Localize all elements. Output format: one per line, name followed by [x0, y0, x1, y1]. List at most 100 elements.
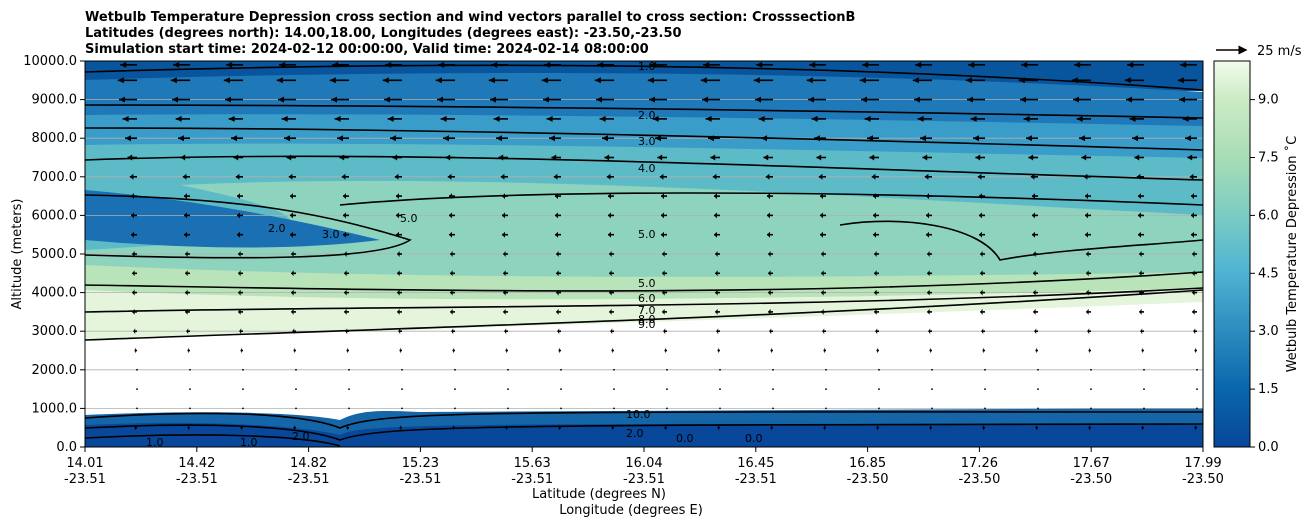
x-tick-label-lat: 15.23	[402, 456, 439, 471]
wind-vector-head	[178, 135, 184, 142]
wind-vector-head	[647, 77, 654, 84]
wind-vector	[1037, 407, 1039, 410]
y-tick-label: 4000.0	[32, 286, 78, 301]
wind-vector-head	[1187, 154, 1193, 161]
wind-vector-head	[187, 424, 189, 431]
wind-vector-head	[705, 115, 712, 122]
wind-vector-head	[396, 212, 399, 219]
wind-vector-head	[1033, 270, 1036, 277]
wind-vector	[136, 388, 138, 390]
wind-vector-head	[235, 173, 240, 180]
wind-vector-head	[1139, 251, 1142, 257]
wind-vector-head	[975, 154, 981, 161]
wind-vector-head	[396, 193, 399, 200]
contour-7	[85, 287, 1203, 313]
wind-vector-head	[1139, 289, 1142, 296]
wind-vector-head	[1032, 212, 1035, 219]
wind-vector-head	[1035, 424, 1037, 431]
wind-vector-head	[981, 328, 984, 335]
x-tick-label-lat: 16.45	[737, 456, 774, 471]
wind-vector-head	[231, 135, 237, 142]
wind-vector-head	[979, 231, 982, 238]
wind-vector-head	[132, 289, 135, 296]
contour-label: 8.0	[638, 313, 656, 326]
wind-vector-head	[1086, 308, 1089, 315]
wind-vector-head	[664, 424, 666, 431]
wind-vector-head	[596, 96, 602, 103]
wind-vector-head	[449, 193, 452, 200]
wind-vector-head	[397, 289, 400, 296]
wind-vector-head	[558, 347, 560, 354]
band-lower-pale	[85, 288, 1203, 340]
wind-vector-head	[291, 289, 294, 296]
wind-vector-head	[608, 231, 611, 238]
wind-vector-head	[661, 212, 664, 219]
wind-vector-head	[345, 328, 348, 335]
y-tick-label: 10000.0	[23, 54, 77, 69]
wind-vector-head	[437, 96, 443, 103]
wind-vector	[931, 368, 933, 371]
wind-vector-head	[491, 61, 498, 68]
wind-vectors	[117, 61, 1198, 431]
wind-vector-head	[929, 424, 931, 431]
wind-vector	[507, 388, 509, 390]
wind-vector-head	[291, 308, 294, 315]
wind-vector-head	[452, 424, 454, 431]
y-axis-label: Altitude (meters)	[10, 199, 25, 310]
contour-label: 2.0	[626, 427, 644, 440]
wind-vector-head	[808, 96, 814, 103]
contour-5a	[85, 194, 412, 259]
wind-vector-head	[240, 347, 242, 354]
wind-vector-head	[917, 115, 924, 122]
wind-vector	[878, 407, 880, 410]
wind-vector	[825, 407, 827, 410]
wind-vector-head	[914, 96, 920, 103]
wind-vector-head	[237, 212, 240, 219]
wind-vector-head	[809, 61, 816, 68]
wind-vector-head	[761, 135, 767, 142]
wind-vector-head	[503, 251, 506, 257]
x-tick-label-lon: -23.51	[399, 472, 441, 487]
colorbar-tick-label: 4.5	[1258, 266, 1279, 281]
wind-vector-head	[822, 328, 825, 335]
wind-vector-head	[874, 270, 877, 277]
wind-vector-head	[927, 251, 930, 257]
wind-vector	[719, 407, 721, 410]
wind-vector-head	[874, 289, 877, 296]
wind-vector-head	[134, 347, 136, 354]
wind-vector-head	[1141, 347, 1143, 354]
wind-vector-head	[1124, 77, 1131, 84]
wind-vector-head	[1139, 308, 1142, 315]
wind-vector-head	[133, 328, 136, 335]
wind-vector-head	[505, 424, 507, 431]
wind-vector-head	[714, 212, 717, 219]
y-tick-label: 5000.0	[32, 247, 78, 262]
wind-vector-head	[659, 173, 664, 180]
contour-label: 2.0	[638, 109, 656, 122]
wind-vector-head	[184, 193, 187, 200]
wind-vector-head	[290, 212, 293, 219]
wind-vector-head	[657, 154, 663, 161]
wind-vector-head	[450, 251, 453, 257]
wind-vector-head	[451, 328, 454, 335]
wind-vector-head	[225, 96, 231, 103]
wind-vector-head	[447, 173, 452, 180]
contour-label: 6.0	[638, 292, 656, 305]
wind-vector-head	[344, 289, 347, 296]
wind-vector-head	[293, 424, 295, 431]
wind-vector	[242, 388, 244, 390]
contour-label: 2.0	[292, 430, 310, 443]
wind-vector	[1196, 388, 1198, 390]
wind-vector-head	[1182, 115, 1189, 122]
wind-vector	[242, 407, 244, 410]
wind-vector	[454, 407, 456, 410]
wind-vector-head	[717, 347, 719, 354]
wind-vector	[454, 388, 456, 390]
wind-vector	[507, 407, 509, 410]
wind-vector-head	[555, 212, 558, 219]
wind-vector-head	[609, 270, 612, 277]
wind-vector-head	[663, 328, 666, 335]
wind-vector-head	[1189, 173, 1194, 180]
wind-vector-head	[187, 347, 189, 354]
wind-vector	[772, 407, 774, 410]
